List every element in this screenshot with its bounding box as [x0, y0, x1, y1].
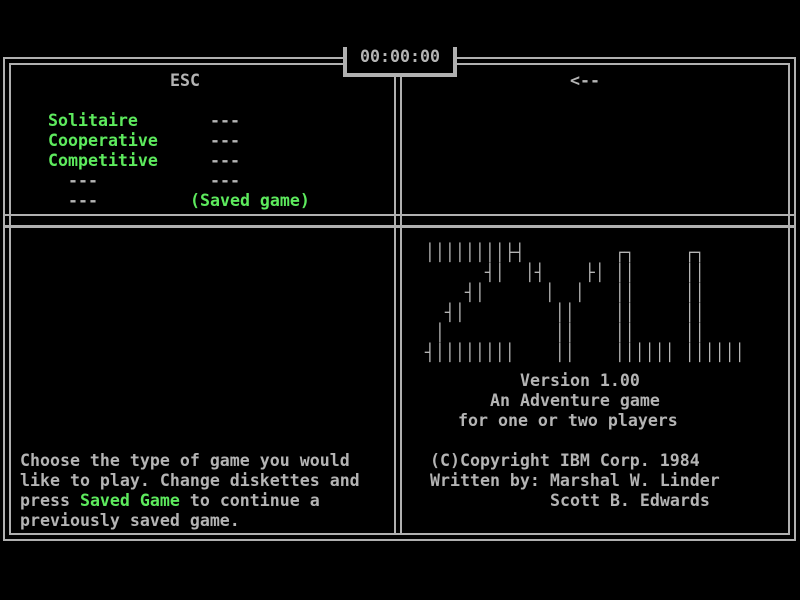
menu-item-status: --- — [210, 171, 240, 190]
message-line-3: press Saved Game to continue a — [20, 491, 320, 511]
saved-game-keyword: Saved Game — [79, 491, 180, 510]
zyll-logo-art: ││││││││├┤ ┌┐ ┌┐ ┤│ │┤ ├│ ││ ││ ┤│ │ │ │… — [425, 243, 745, 362]
message-line-2: like to play. Change diskettes and — [20, 471, 360, 490]
tagline-adventure: An Adventure game — [490, 391, 660, 410]
saved-game-option: (Saved game) — [190, 191, 310, 210]
menu-item-label: --- — [68, 191, 98, 210]
message-text-pre: press — [20, 491, 80, 510]
message-line-4: previously saved game. — [20, 511, 240, 530]
credit-line-1: Written by: Marshal W. Linder — [430, 471, 720, 490]
message-text-post: to continue a — [179, 491, 320, 510]
esc-hint[interactable]: ESC — [170, 71, 200, 90]
menu-item-status: --- — [210, 151, 240, 170]
version-text: Version 1.00 — [520, 371, 640, 390]
menu-item-status: --- — [210, 111, 240, 130]
menu-item-label: --- — [68, 171, 98, 190]
tagline-players: for one or two players — [458, 411, 678, 430]
credit-line-2: Scott B. Edwards — [550, 491, 710, 510]
menu-item-empty: --- --- — [0, 171, 394, 191]
game-timer: 00:00:00 — [360, 47, 440, 66]
menu-item-cooperative[interactable]: Cooperative --- — [0, 131, 394, 151]
menu-item-label: Solitaire — [48, 111, 138, 130]
menu-item-label: Cooperative — [48, 131, 158, 150]
copyright-text: (C)Copyright IBM Corp. 1984 — [430, 451, 700, 470]
message-line-1: Choose the type of game you would — [20, 451, 350, 470]
menu-item-status: --- — [210, 131, 240, 150]
back-arrow-hint[interactable]: <-- — [570, 71, 600, 90]
timer-box: 00:00:00 — [343, 47, 457, 77]
menu-item-label: Competitive — [48, 151, 158, 170]
menu-item-competitive[interactable]: Competitive --- — [0, 151, 394, 171]
menu-item-saved-game[interactable]: --- (Saved game) — [0, 191, 394, 211]
menu-item-solitaire[interactable]: Solitaire --- — [0, 111, 394, 131]
panel-divider — [394, 75, 402, 533]
